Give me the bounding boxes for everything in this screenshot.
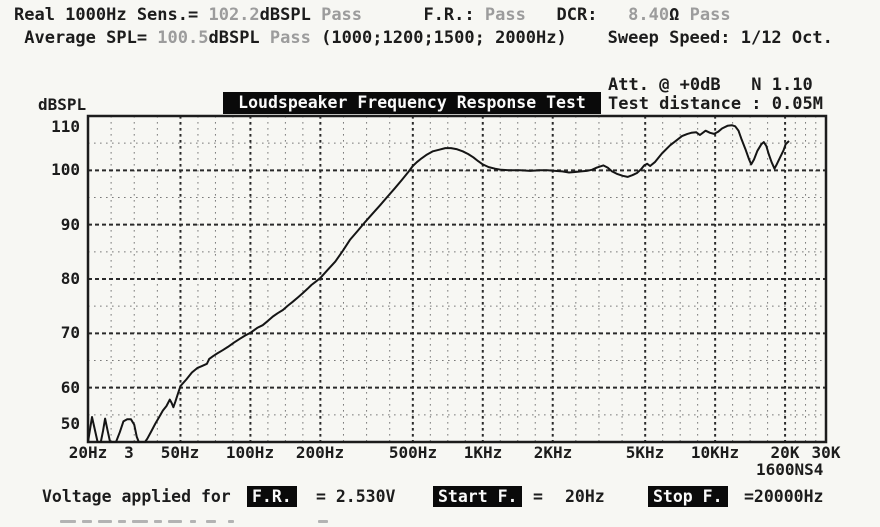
x-tick-label: 20Hz: [68, 443, 108, 462]
label-text: F.R.:: [362, 5, 485, 25]
stop-frequency-field-label: Stop F.: [648, 486, 728, 507]
label-text: Ω: [669, 5, 690, 25]
label-text: dBSPL: [259, 5, 322, 25]
test-distance-readout: Test distance : 0.05M: [608, 94, 823, 114]
x-tick-label: 2KHz: [533, 443, 573, 462]
cutoff-glyph-fragment: [118, 520, 126, 523]
dim-value: Pass: [484, 5, 526, 25]
dim-value: 100.5: [157, 28, 209, 48]
cutoff-glyph-fragment: [132, 520, 148, 523]
label-text: dBSPL: [208, 28, 270, 48]
cutoff-glyph-fragment: [206, 520, 216, 523]
voltage-applied-label: Voltage applied for: [42, 487, 231, 506]
y-tick-label: 100: [51, 160, 80, 179]
y-tick-label: 90: [60, 215, 80, 234]
stop-frequency-value: =20000Hz: [744, 487, 824, 506]
dim-value: Pass: [269, 28, 311, 48]
x-tick-label: 200Hz: [295, 443, 345, 462]
dim-value: 8.40: [628, 5, 670, 25]
cutoff-glyph-fragment: [228, 520, 234, 523]
status-line-2: Average SPL= 100.5dBSPL Pass (1000;1200;…: [14, 30, 833, 47]
start-frequency-value: 20Hz: [565, 487, 605, 506]
x-tick-label: 1KHz: [463, 443, 503, 462]
start-frequency-equals: =: [533, 487, 543, 506]
label-text: Average SPL=: [14, 28, 158, 48]
y-tick-label: 60: [60, 378, 80, 397]
cutoff-glyph-fragment: [60, 520, 76, 523]
x-tick-label: 10KHz: [690, 443, 740, 462]
x-tick-label: 30K: [811, 443, 841, 462]
dim-value: 102.2: [208, 5, 260, 25]
model-number: 1600NS4: [756, 460, 824, 479]
fr-field-label: F.R.: [247, 486, 297, 507]
y-axis-unit-label: dBSPL: [38, 95, 87, 114]
x-tick-label: 100Hz: [225, 443, 275, 462]
x-tick-label: 5KHz: [625, 443, 665, 462]
fr-voltage-value: = 2.530V: [316, 487, 396, 506]
dim-value: Pass: [321, 5, 363, 25]
start-frequency-field-label: Start F.: [433, 486, 523, 507]
label-text: DCR:: [525, 5, 629, 25]
x-tick-label: 20K: [770, 443, 800, 462]
y-tick-label: 110: [51, 117, 80, 136]
attenuation-readout: Att. @ +0dB N 1.10: [608, 75, 813, 95]
chart-title: Loudspeaker Frequency Response Test: [223, 92, 601, 114]
x-tick-label: 3: [124, 443, 134, 462]
response-curve: [87, 124, 790, 443]
plot-border: [86, 114, 828, 444]
label-text: Real 1000Hz Sens.=: [14, 5, 209, 25]
cutoff-glyph-fragment: [154, 520, 162, 523]
cutoff-glyph-fragment: [318, 520, 328, 523]
cutoff-glyph-fragment: [168, 520, 182, 523]
cutoff-glyph-fragment: [190, 520, 196, 523]
cutoff-glyph-fragment: [98, 520, 112, 523]
cutoff-glyph-fragment: [82, 520, 92, 523]
x-tick-label: 500Hz: [388, 443, 438, 462]
label-text: (1000;1200;1500; 2000Hz) Sweep Speed: 1/…: [310, 28, 833, 48]
status-line-1: Real 1000Hz Sens.= 102.2dBSPL Pass F.R.:…: [14, 7, 731, 24]
y-tick-label: 80: [60, 269, 80, 288]
x-tick-label: 50Hz: [160, 443, 200, 462]
y-tick-label: 50: [60, 414, 80, 433]
y-tick-label: 70: [60, 323, 80, 342]
dim-value: Pass: [689, 5, 731, 25]
